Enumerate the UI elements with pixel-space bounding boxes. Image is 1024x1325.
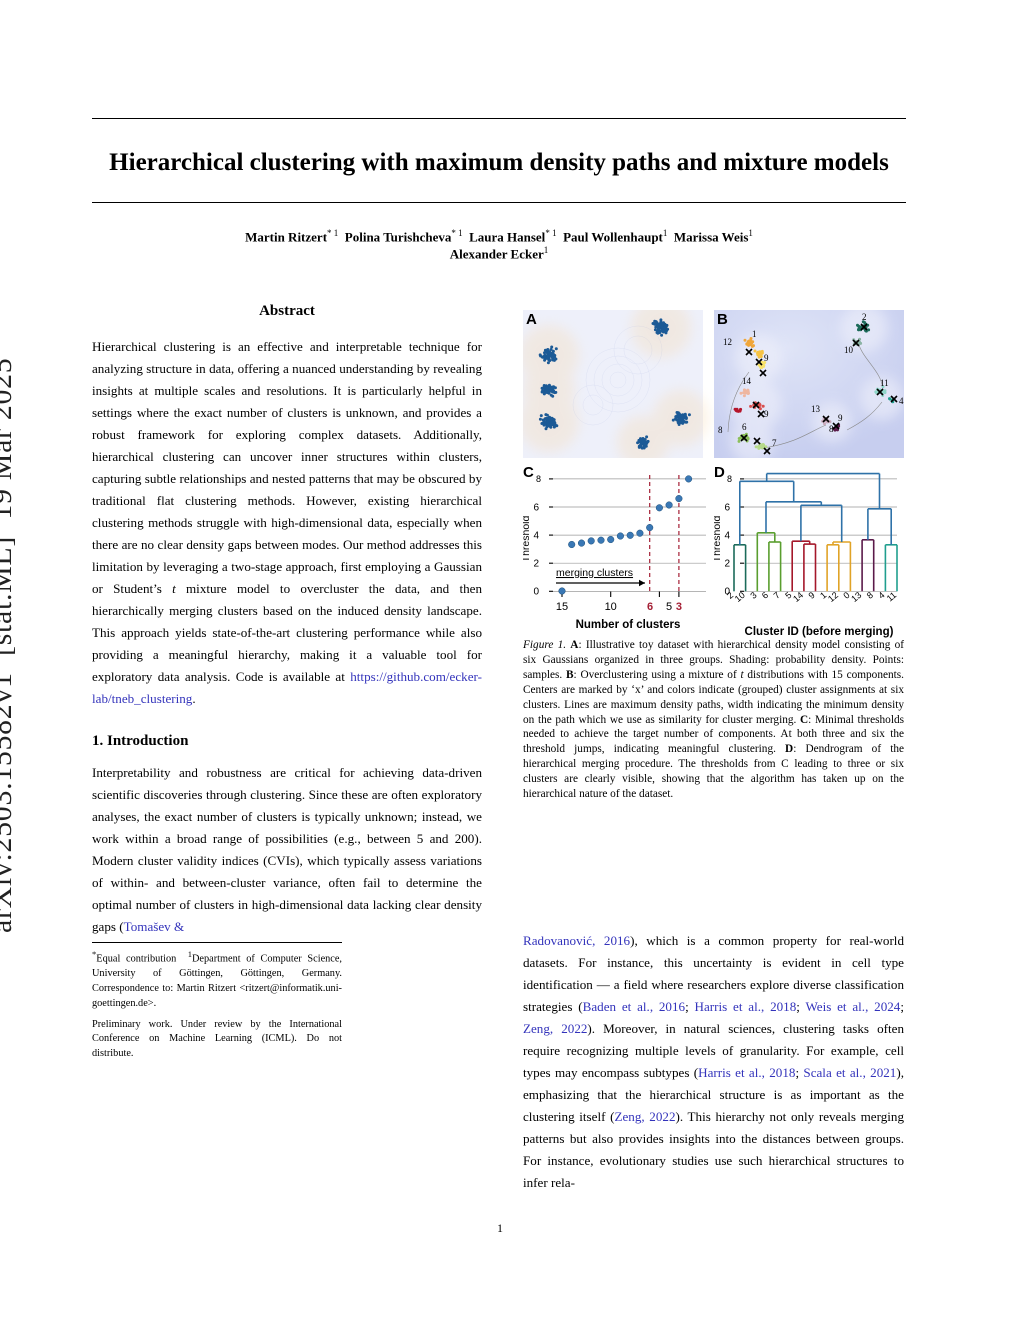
svg-text:2: 2 [862, 312, 867, 322]
svg-text:4: 4 [724, 531, 730, 542]
svg-text:11: 11 [885, 590, 899, 604]
svg-text:13: 13 [849, 590, 863, 604]
svg-text:C: C [523, 464, 534, 481]
svg-text:10: 10 [844, 345, 854, 355]
svg-text:10: 10 [733, 590, 747, 604]
svg-text:8: 8 [536, 474, 541, 484]
svg-text:A: A [526, 311, 537, 328]
svg-text:Number of clusters: Number of clusters [576, 619, 681, 631]
svg-text:8: 8 [829, 424, 834, 434]
svg-text:Cluster ID (before merging): Cluster ID (before merging) [745, 626, 894, 638]
svg-text:Threshold: Threshold [523, 516, 532, 563]
svg-text:14: 14 [742, 376, 752, 386]
svg-text:7: 7 [772, 438, 777, 448]
svg-text:5: 5 [666, 601, 672, 613]
svg-text:6: 6 [724, 503, 730, 514]
svg-text:0: 0 [533, 587, 539, 598]
svg-text:D: D [714, 464, 725, 481]
svg-text:8: 8 [718, 425, 723, 435]
svg-text:11: 11 [880, 378, 889, 388]
svg-text:Threshold: Threshold [714, 516, 723, 563]
svg-text:3: 3 [676, 601, 682, 613]
svg-text:2: 2 [533, 559, 539, 570]
svg-text:6: 6 [742, 422, 747, 432]
svg-text:6: 6 [533, 503, 539, 514]
svg-text:15: 15 [556, 601, 568, 613]
svg-text:14: 14 [791, 590, 805, 604]
svg-text:12: 12 [826, 590, 840, 604]
svg-text:12: 12 [723, 337, 732, 347]
svg-text:6: 6 [647, 601, 653, 613]
svg-text:9: 9 [764, 409, 769, 419]
svg-text:8: 8 [727, 474, 732, 484]
svg-text:merging clusters: merging clusters [556, 567, 633, 579]
svg-text:9: 9 [764, 353, 769, 363]
svg-text:9: 9 [838, 413, 843, 423]
svg-text:4: 4 [899, 396, 904, 406]
svg-text:2: 2 [724, 559, 730, 570]
svg-text:10: 10 [605, 601, 617, 613]
svg-text:1: 1 [752, 329, 757, 339]
svg-text:4: 4 [533, 531, 539, 542]
svg-text:13: 13 [811, 404, 821, 414]
svg-text:B: B [717, 311, 728, 328]
